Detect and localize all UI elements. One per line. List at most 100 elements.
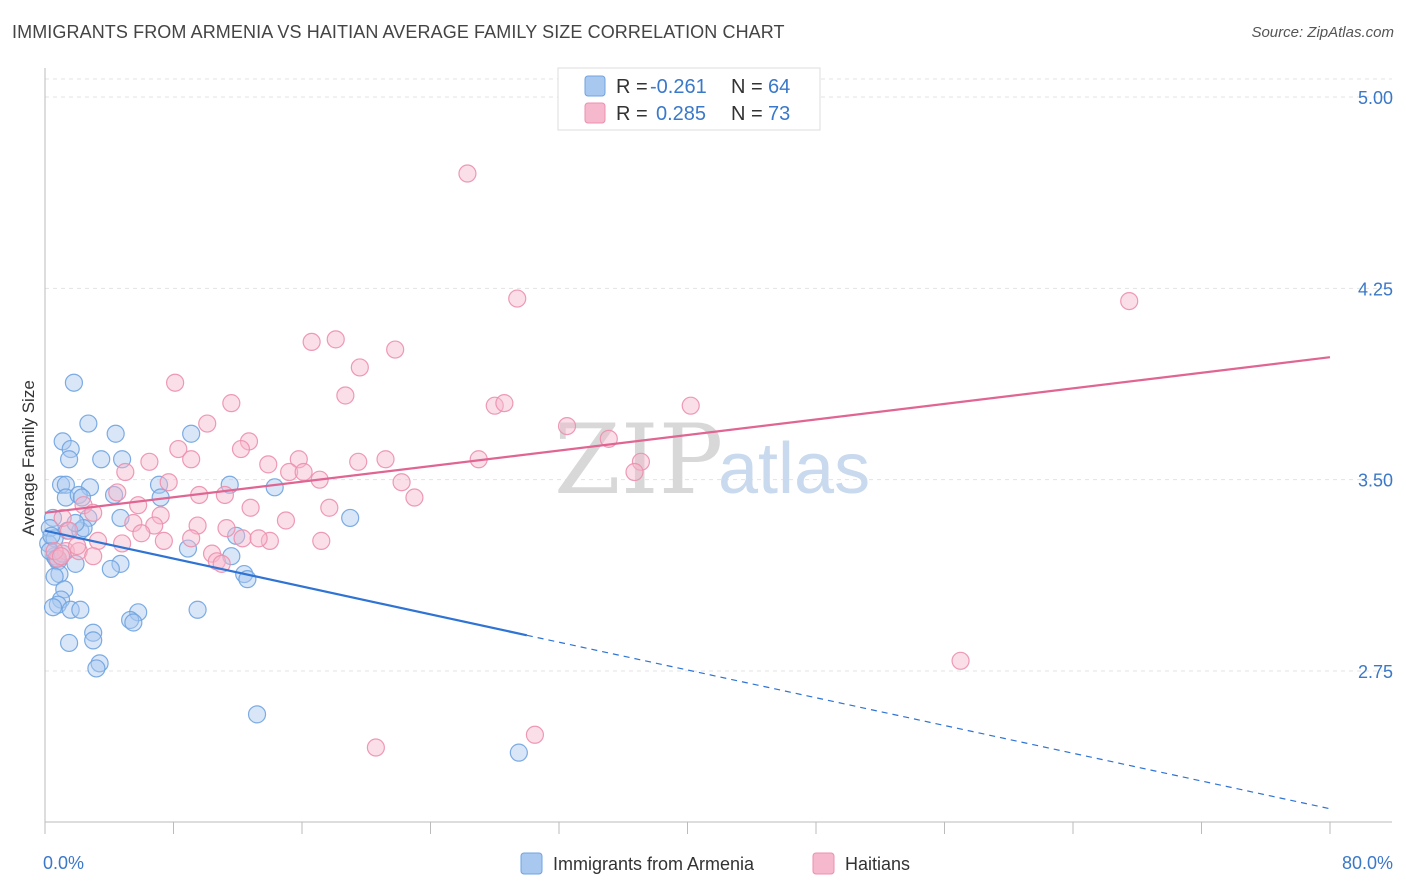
point-armenia-50 (124, 613, 143, 632)
point-haitians-19 (140, 452, 159, 471)
point-haitians-57 (312, 531, 331, 550)
legend-r-label-2: R = (616, 103, 648, 125)
point-armenia-19 (72, 488, 92, 507)
point-armenia-10 (56, 475, 75, 494)
axes (44, 68, 1392, 834)
point-haitians-33 (159, 473, 178, 492)
series-label-haitians: Haitians (845, 854, 910, 874)
point-armenia-35 (111, 554, 130, 573)
point-haitians-6 (350, 358, 369, 377)
legend-swatch-armenia (584, 75, 606, 97)
y-tick-label-2: 4.25 (1358, 279, 1393, 299)
point-haitians-39 (129, 496, 148, 515)
point-haitians-14 (557, 416, 577, 436)
point-haitians-32 (625, 462, 644, 482)
series-label-armenia: Immigrants from Armenia (553, 854, 755, 874)
y-axis-title: Average Family Size (19, 380, 38, 536)
point-armenia-45 (61, 600, 80, 619)
legend-n-value-2: 73 (768, 103, 790, 125)
correlation-legend: R = -0.261 N = 64 R = 0.285 N = 73 (557, 67, 821, 131)
x-tick-labels: 0.0% 80.0% (43, 853, 1393, 873)
source-credit: Source: ZipAtlas.com (1251, 24, 1394, 41)
point-haitians-62 (207, 552, 226, 571)
point-haitians-54 (182, 529, 201, 548)
point-haitians-49 (276, 511, 296, 530)
point-haitians-34 (108, 483, 127, 502)
point-haitians-21 (259, 455, 278, 474)
series-swatch-haitians (812, 852, 835, 875)
point-haitians-12 (681, 396, 700, 415)
point-armenia-57 (509, 743, 528, 762)
point-armenia-0 (64, 373, 84, 392)
series-swatch-armenia (520, 852, 543, 875)
series-legend: Immigrants from Armenia Haitians (520, 852, 910, 875)
point-armenia-30 (178, 539, 198, 558)
watermark-zip: ZIP (554, 404, 723, 516)
point-haitians-70 (366, 738, 385, 757)
y-tick-label-3: 5.00 (1358, 88, 1393, 108)
point-haitians-0 (458, 164, 477, 183)
point-armenia-52 (84, 631, 103, 650)
point-armenia-2 (106, 424, 125, 443)
point-haitians-41 (320, 498, 339, 517)
point-haitians-31 (392, 473, 411, 492)
point-haitians-1 (508, 289, 527, 308)
point-armenia-21 (43, 508, 63, 528)
x-tick-label-0: 0.0% (43, 853, 84, 873)
y-tick-label-1: 3.50 (1358, 471, 1393, 491)
point-armenia-8 (182, 424, 201, 443)
point-haitians-24 (376, 450, 395, 469)
point-armenia-44 (43, 598, 63, 617)
point-armenia-53 (59, 633, 79, 653)
point-haitians-71 (132, 524, 151, 543)
point-haitians-20 (182, 450, 201, 469)
point-armenia-40 (45, 567, 64, 586)
watermark: ZIP atlas (554, 404, 870, 516)
point-armenia-16 (265, 478, 284, 497)
point-haitians-23 (349, 452, 368, 471)
point-haitians-13 (198, 414, 217, 433)
point-armenia-49 (121, 610, 140, 630)
x-tick-label-1: 80.0% (1342, 853, 1393, 873)
point-armenia-51 (84, 623, 103, 642)
y-tick-labels: 2.75 3.50 4.25 5.00 (1358, 88, 1393, 682)
point-armenia-41 (55, 580, 74, 599)
legend-swatch-haitians (584, 102, 606, 124)
point-haitians-55 (233, 529, 252, 548)
point-haitians-5 (386, 340, 405, 359)
point-armenia-1 (79, 414, 98, 433)
chart-title: IMMIGRANTS FROM ARMENIA VS HAITIAN AVERA… (12, 22, 785, 42)
point-haitians-69 (525, 725, 545, 744)
point-armenia-54 (90, 654, 109, 673)
point-haitians-28 (280, 462, 299, 482)
legend-r-value-1: -0.261 (650, 76, 707, 98)
legend-n-label-1: N = (731, 76, 763, 98)
point-haitians-40 (241, 498, 260, 517)
point-haitians-72 (249, 529, 268, 548)
point-armenia-55 (87, 659, 106, 678)
point-haitians-29 (294, 462, 313, 482)
point-haitians-68 (951, 651, 970, 670)
point-haitians-36 (215, 485, 234, 505)
point-haitians-48 (217, 519, 236, 538)
point-haitians-7 (166, 373, 185, 392)
trend-lines (44, 356, 1331, 810)
point-haitians-43 (151, 506, 170, 525)
point-haitians-17 (169, 439, 188, 459)
point-haitians-53 (154, 531, 173, 550)
point-haitians-9 (336, 386, 355, 405)
point-haitians-2 (1120, 291, 1139, 311)
watermark-atlas: atlas (718, 429, 870, 509)
point-haitians-37 (405, 488, 424, 507)
trend-line-armenia-projection (526, 634, 1331, 810)
y-tick-label-0: 2.75 (1358, 662, 1393, 682)
point-haitians-56 (260, 531, 279, 550)
point-haitians-3 (302, 332, 321, 352)
point-haitians-11 (495, 394, 514, 413)
point-armenia-5 (59, 450, 79, 469)
legend-r-value-2: 0.285 (656, 103, 706, 125)
legend-r-label-1: R = (616, 76, 648, 98)
data-points (39, 164, 1139, 762)
point-haitians-66 (51, 547, 71, 566)
